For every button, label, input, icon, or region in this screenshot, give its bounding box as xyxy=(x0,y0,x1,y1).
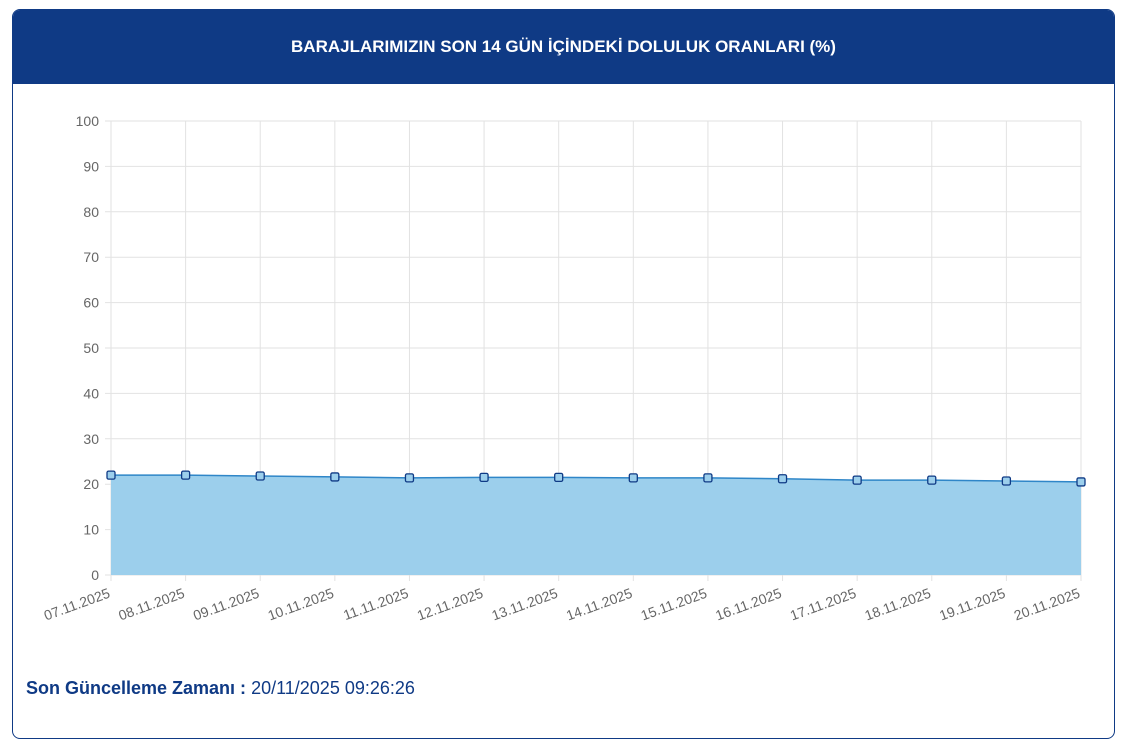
area xyxy=(111,475,1081,575)
x-tick-label: 19.11.2025 xyxy=(937,585,1008,624)
marker xyxy=(479,472,489,483)
marker xyxy=(852,475,862,485)
chart: 0 10 20 30 40 50 60 70 80 90 100 07.11.2025 08.11.20… xyxy=(42,113,1086,624)
y-tick-label: 0 xyxy=(91,567,99,583)
x-tick-label: 09.11.2025 xyxy=(191,585,262,624)
marker xyxy=(106,470,116,480)
x-tick-label: 18.11.2025 xyxy=(862,585,933,624)
marker xyxy=(554,472,564,483)
x-tick-label: 07.11.2025 xyxy=(42,585,113,624)
x-tick-label: 16.11.2025 xyxy=(713,585,784,624)
y-tick-label: 80 xyxy=(83,204,99,220)
x-tick-label: 11.11.2025 xyxy=(341,585,411,623)
y-tick-label: 70 xyxy=(83,249,99,265)
x-tick-label: 12.11.2025 xyxy=(415,585,486,624)
x-tick-label: 08.11.2025 xyxy=(116,585,187,624)
card: BARAJLARIMIZIN SON 14 GÜN İÇİNDEKİ DOLUL… xyxy=(12,9,1115,739)
marker xyxy=(404,473,415,483)
marker xyxy=(777,474,788,484)
chart-title: BARAJLARIMIZIN SON 14 GÜN İÇİNDEKİ DOLUL… xyxy=(13,10,1114,84)
y-tick-label: 20 xyxy=(83,476,99,492)
footer: Son Güncelleme Zamanı : 20/11/2025 09:26… xyxy=(26,678,415,699)
marker xyxy=(628,473,638,483)
marker xyxy=(703,473,713,483)
marker xyxy=(927,475,937,485)
x-tick-label: 17.11.2025 xyxy=(788,585,859,624)
x-tick-label: 15.11.2025 xyxy=(639,585,710,624)
marker xyxy=(180,470,191,480)
y-tick-label: 50 xyxy=(83,340,99,356)
line xyxy=(111,474,1082,483)
x-tick-label: 20.11.2025 xyxy=(1012,585,1083,624)
y-tick-label: 10 xyxy=(83,522,99,538)
footer-label: Son Güncelleme Zamanı : xyxy=(26,678,247,698)
marker xyxy=(330,472,340,482)
marker xyxy=(1001,476,1012,486)
x-tick-label: 10.11.2025 xyxy=(266,585,337,624)
marker xyxy=(255,471,265,481)
y-tick-label: 100 xyxy=(76,113,100,129)
x-tick-label: 13.11.2025 xyxy=(489,585,560,624)
y-tick-label: 90 xyxy=(83,158,99,174)
y-tick-label: 30 xyxy=(83,431,99,447)
marker xyxy=(1076,477,1086,487)
footer-value: 20/11/2025 09:26:26 xyxy=(251,678,415,698)
y-tick-label: 40 xyxy=(83,385,99,401)
x-tick-label: 14.11.2025 xyxy=(564,585,635,624)
y-tick-label: 60 xyxy=(83,295,99,311)
